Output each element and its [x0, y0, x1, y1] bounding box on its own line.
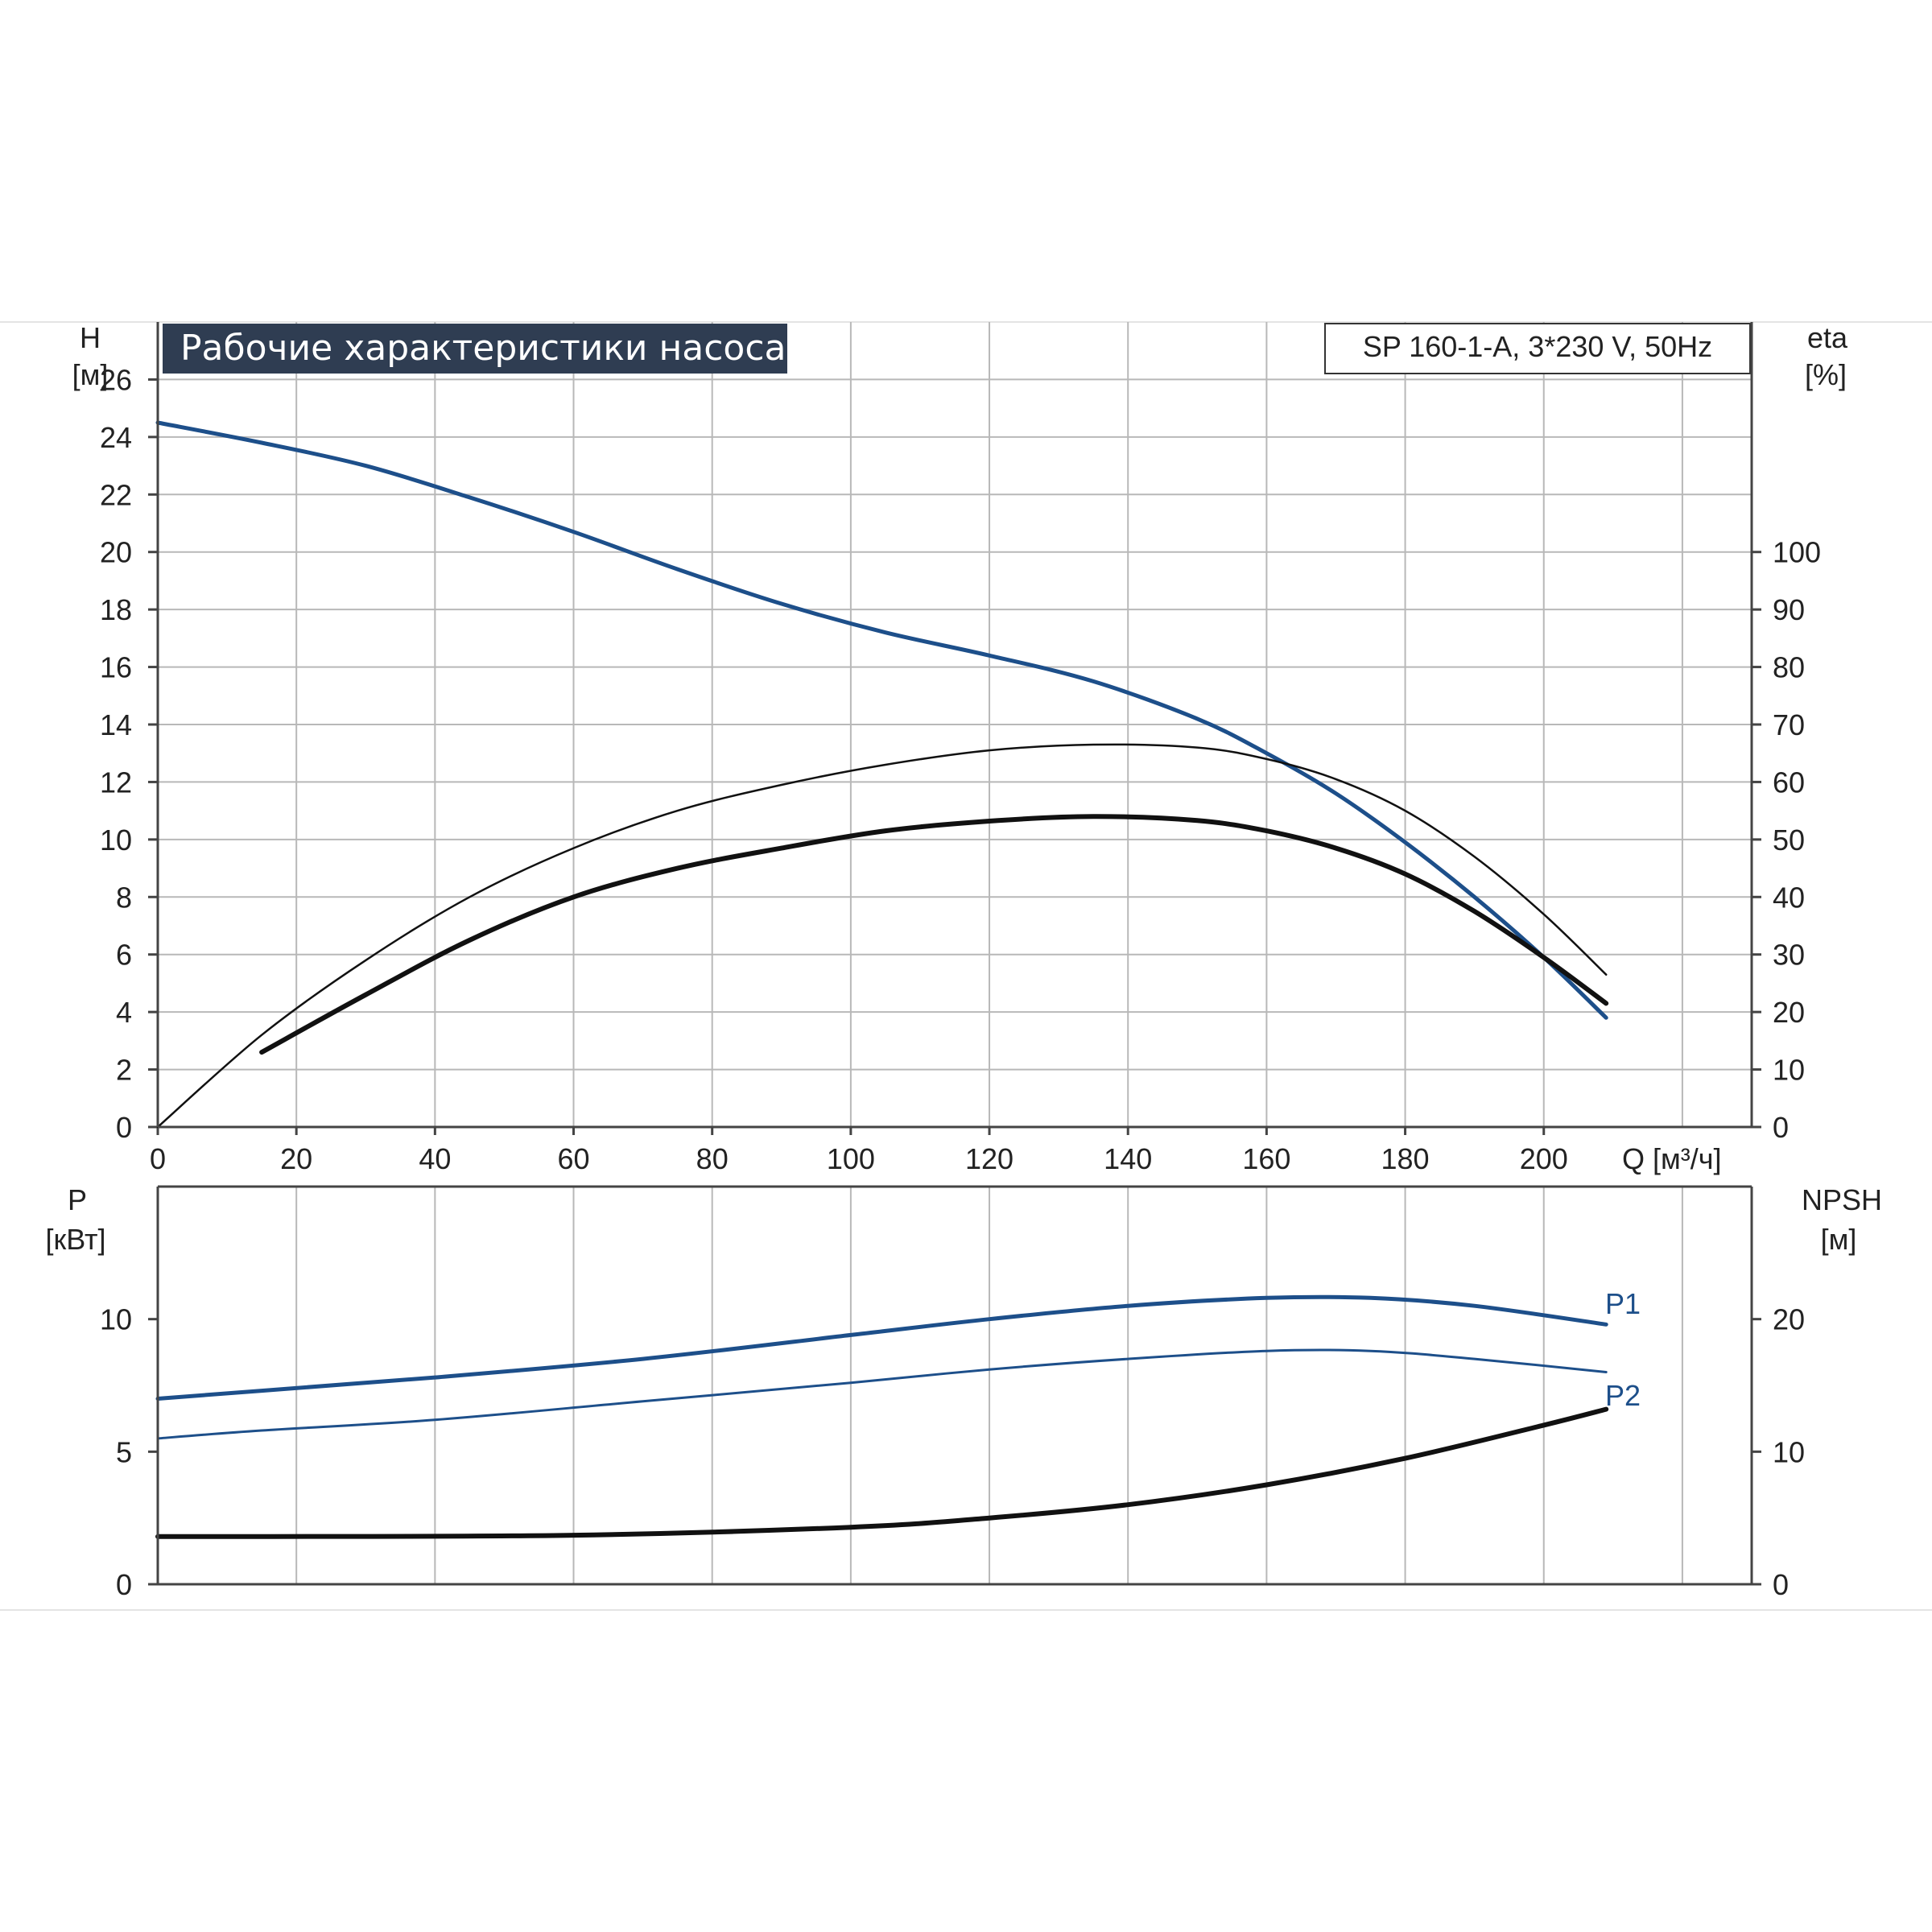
h-tick-label: 24 [100, 421, 132, 454]
chart-title: Рабочие характеристики насоса [180, 328, 786, 369]
p-tick-label: 0 [116, 1568, 132, 1601]
top-panel-grid [158, 322, 1752, 1127]
h-tick-label: 22 [100, 478, 132, 511]
series-label-p1: P1 [1605, 1287, 1641, 1320]
model-label-box [1324, 323, 1751, 374]
eta-tick-label: 70 [1773, 708, 1805, 741]
eta-tick-label: 10 [1773, 1054, 1805, 1087]
q-tick-label: 40 [419, 1142, 451, 1175]
h-tick-label: 10 [100, 824, 132, 857]
h-tick-label: 4 [116, 996, 132, 1029]
h-tick-label: 12 [100, 766, 132, 799]
q-tick-label: 20 [280, 1142, 312, 1175]
h-tick-label: 8 [116, 881, 132, 914]
npsh-axis-unit: [м] [1821, 1223, 1857, 1256]
eta-tick-label: 50 [1773, 824, 1805, 857]
bottom-panel-tick-labels: 0 5 10 0 10 20 [100, 1303, 1805, 1601]
curve-head [155, 420, 1608, 1020]
h-tick-label: 6 [116, 939, 132, 972]
bottom-panel-frame [156, 1185, 1753, 1586]
h-tick-label: 2 [116, 1054, 132, 1087]
q-axis-label: Q [м³/ч] [1622, 1142, 1722, 1175]
p-tick-label: 5 [116, 1435, 132, 1468]
bottom-panel-series [155, 1294, 1609, 1539]
bottom-panel-grid [295, 1187, 1683, 1584]
title-banner [163, 324, 787, 374]
eta-tick-label: 80 [1773, 651, 1805, 684]
p-tick-label: 10 [100, 1303, 132, 1336]
q-tick-label: 160 [1242, 1142, 1290, 1175]
eta-tick-label: 40 [1773, 881, 1805, 914]
p-axis-unit: [кВт] [45, 1223, 105, 1256]
eta-tick-label: 100 [1773, 536, 1821, 569]
q-tick-label: 0 [150, 1142, 166, 1175]
npsh-tick-label: 0 [1773, 1568, 1789, 1601]
top-panel-tick-labels: 0246810121416182022242601020304050607080… [100, 363, 1821, 1175]
curve-P2 [156, 1348, 1608, 1440]
eta-tick-label: 0 [1773, 1111, 1789, 1144]
eta-tick-label: 90 [1773, 593, 1805, 626]
series-label-p2: P2 [1605, 1379, 1641, 1412]
curve-npsh [155, 1406, 1609, 1539]
npsh-axis-label: NPSH [1802, 1183, 1882, 1216]
h-tick-label: 20 [100, 536, 132, 569]
q-tick-label: 60 [557, 1142, 589, 1175]
model-label: SP 160-1-A, 3*230 V, 50Hz [1363, 330, 1712, 363]
h-axis-unit: [м] [72, 358, 109, 391]
npsh-tick-label: 10 [1773, 1435, 1805, 1468]
curve-eta-thick [259, 814, 1609, 1055]
h-tick-label: 18 [100, 593, 132, 626]
q-tick-label: 80 [696, 1142, 729, 1175]
q-tick-label: 120 [965, 1142, 1013, 1175]
eta-tick-label: 30 [1773, 939, 1805, 972]
h-tick-label: 16 [100, 651, 132, 684]
q-tick-label: 180 [1381, 1142, 1430, 1175]
eta-tick-label: 20 [1773, 996, 1805, 1029]
h-tick-label: 26 [100, 363, 132, 396]
curve-eta-thin [156, 743, 1608, 1129]
eta-tick-label: 60 [1773, 766, 1805, 799]
npsh-tick-label: 20 [1773, 1303, 1805, 1336]
q-tick-label: 140 [1104, 1142, 1152, 1175]
p-axis-label: P [68, 1183, 87, 1216]
h-tick-label: 14 [100, 708, 132, 741]
top-panel-series [155, 420, 1609, 1129]
q-tick-label: 100 [827, 1142, 875, 1175]
h-axis-label: H [80, 321, 101, 354]
q-tick-label: 200 [1520, 1142, 1568, 1175]
h-tick-label: 0 [116, 1111, 132, 1144]
top-panel-frame [156, 322, 1753, 1129]
curve-P1 [155, 1294, 1608, 1401]
eta-axis-label: eta [1807, 321, 1848, 354]
eta-axis-unit: [%] [1805, 358, 1847, 391]
